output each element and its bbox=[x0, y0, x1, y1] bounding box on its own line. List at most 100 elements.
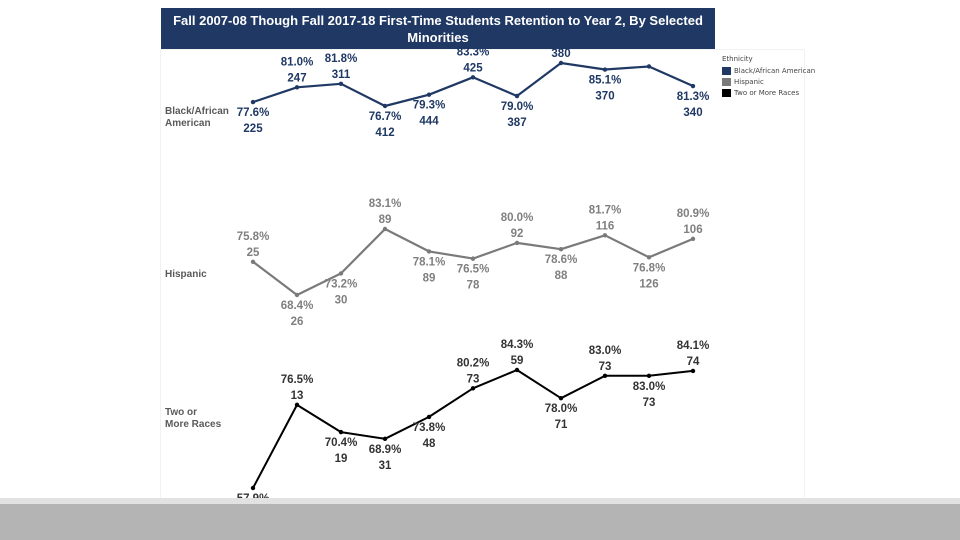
value-label-black-african-american-1: 81.0% bbox=[281, 56, 314, 68]
count-label-two-or-more-races-9: 73 bbox=[643, 397, 656, 409]
data-point-hispanic-4 bbox=[426, 249, 432, 254]
value-label-black-african-american-6: 79.0% bbox=[501, 101, 534, 113]
legend-swatch-two-or-more bbox=[722, 88, 731, 97]
value-label-two-or-more-races-8: 83.0% bbox=[589, 345, 622, 357]
value-label-black-african-american-0: 77.6% bbox=[237, 107, 270, 119]
value-label-hispanic-6: 80.0% bbox=[501, 212, 534, 224]
count-label-black-african-american-7: 380 bbox=[551, 48, 570, 60]
count-label-two-or-more-races-5: 73 bbox=[467, 373, 480, 385]
legend-label-black: Black/African American bbox=[734, 66, 816, 75]
count-label-hispanic-3: 89 bbox=[379, 214, 392, 226]
count-label-hispanic-4: 89 bbox=[423, 272, 436, 284]
data-point-black-african-american-9 bbox=[646, 64, 652, 69]
data-point-two-or-more-races-6 bbox=[514, 367, 520, 373]
data-point-two-or-more-races-4 bbox=[426, 414, 432, 420]
count-label-two-or-more-races-6: 59 bbox=[511, 355, 524, 367]
value-label-hispanic-2: 73.2% bbox=[325, 278, 358, 290]
data-point-two-or-more-races-5 bbox=[470, 386, 476, 391]
chart-area bbox=[161, 50, 804, 500]
data-point-black-african-american-0 bbox=[250, 99, 256, 105]
data-point-black-african-american-5 bbox=[470, 75, 476, 80]
data-point-two-or-more-races-1 bbox=[294, 402, 300, 408]
value-label-two-or-more-races-3: 68.9% bbox=[369, 444, 402, 456]
value-label-black-african-american-5: 83.3% bbox=[457, 46, 490, 58]
data-point-hispanic-3 bbox=[382, 226, 388, 232]
value-label-two-or-more-races-1: 76.5% bbox=[281, 374, 314, 386]
count-label-two-or-more-races-8: 73 bbox=[599, 361, 612, 373]
data-point-hispanic-8 bbox=[602, 233, 608, 238]
legend-item-two-or-more: Two or More Races bbox=[722, 87, 815, 98]
count-label-two-or-more-races-10: 74 bbox=[687, 356, 700, 368]
count-label-two-or-more-races-1: 13 bbox=[291, 390, 304, 402]
legend-title: Ethnicity bbox=[722, 55, 753, 63]
count-label-hispanic-9: 126 bbox=[639, 278, 658, 290]
value-label-black-african-american-8: 85.1% bbox=[589, 75, 622, 87]
legend-swatch-black bbox=[722, 66, 731, 75]
data-point-two-or-more-races-9 bbox=[646, 373, 652, 379]
count-label-black-african-american-10: 340 bbox=[683, 107, 702, 119]
value-label-two-or-more-races-9: 83.0% bbox=[633, 381, 666, 393]
data-point-hispanic-5 bbox=[470, 256, 476, 261]
data-point-hispanic-2 bbox=[338, 271, 344, 276]
value-label-black-african-american-10: 81.3% bbox=[677, 91, 710, 103]
footer-divider bbox=[0, 498, 960, 504]
row-label-hispanic: Hispanic bbox=[165, 269, 207, 280]
count-label-black-african-american-5: 425 bbox=[463, 62, 483, 74]
count-label-black-african-american-1: 247 bbox=[287, 72, 306, 84]
count-label-hispanic-1: 26 bbox=[291, 316, 304, 328]
chart-title-banner: Fall 2007-08 Though Fall 2017-18 First-T… bbox=[161, 8, 715, 50]
data-point-black-african-american-10 bbox=[690, 83, 696, 89]
legend-swatch-hispanic bbox=[722, 77, 731, 86]
count-label-hispanic-2: 30 bbox=[335, 294, 348, 306]
value-label-two-or-more-races-2: 70.4% bbox=[325, 437, 358, 449]
data-point-black-african-american-1 bbox=[294, 85, 300, 90]
count-label-hispanic-5: 78 bbox=[467, 280, 480, 292]
count-label-hispanic-6: 92 bbox=[511, 228, 524, 240]
value-label-two-or-more-races-7: 78.0% bbox=[545, 403, 578, 415]
value-label-hispanic-7: 78.6% bbox=[545, 254, 578, 266]
count-label-two-or-more-races-4: 48 bbox=[423, 438, 436, 450]
footer-band bbox=[0, 498, 960, 540]
value-label-hispanic-4: 78.1% bbox=[413, 256, 446, 268]
value-label-hispanic-8: 81.7% bbox=[589, 204, 622, 216]
data-point-black-african-american-4 bbox=[426, 92, 432, 97]
value-label-hispanic-9: 76.8% bbox=[633, 262, 666, 274]
value-label-two-or-more-races-5: 80.2% bbox=[457, 357, 490, 369]
value-label-hispanic-5: 76.5% bbox=[457, 264, 490, 276]
value-label-hispanic-10: 80.9% bbox=[677, 208, 710, 220]
row-label-two-or-more-races: Two or More Races bbox=[165, 407, 222, 430]
value-label-black-african-american-7: 86.6% bbox=[545, 32, 578, 44]
row-label-black-african-american: Black/African American bbox=[165, 106, 229, 129]
data-point-black-african-american-2 bbox=[338, 81, 344, 87]
data-point-hispanic-10 bbox=[690, 236, 696, 242]
count-label-black-african-american-8: 370 bbox=[595, 91, 614, 103]
value-label-two-or-more-races-10: 84.1% bbox=[677, 340, 710, 352]
value-label-hispanic-1: 68.4% bbox=[281, 300, 314, 312]
count-label-two-or-more-races-3: 31 bbox=[379, 460, 392, 472]
count-label-black-african-american-3: 412 bbox=[375, 127, 394, 139]
count-label-hispanic-7: 88 bbox=[555, 270, 568, 282]
data-point-black-african-american-6 bbox=[514, 93, 520, 99]
data-point-two-or-more-races-3 bbox=[382, 436, 388, 442]
data-point-hispanic-1 bbox=[294, 292, 300, 298]
data-point-hispanic-0 bbox=[250, 259, 256, 264]
value-label-hispanic-0: 75.8% bbox=[237, 231, 270, 243]
legend-item-hispanic: Hispanic bbox=[722, 76, 815, 87]
data-point-black-african-american-7 bbox=[558, 60, 564, 66]
count-label-hispanic-8: 116 bbox=[596, 220, 615, 232]
value-label-black-african-american-3: 76.7% bbox=[369, 111, 402, 123]
data-point-two-or-more-races-7 bbox=[558, 395, 564, 401]
value-label-hispanic-3: 83.1% bbox=[369, 198, 402, 210]
value-label-black-african-american-2: 81.8% bbox=[325, 53, 358, 65]
legend-item-black: Black/African American bbox=[722, 65, 815, 76]
data-point-two-or-more-races-0 bbox=[250, 485, 256, 491]
count-label-black-african-american-4: 444 bbox=[419, 116, 439, 128]
value-label-two-or-more-races-6: 84.3% bbox=[501, 339, 534, 351]
legend-label-two-or-more: Two or More Races bbox=[734, 88, 800, 97]
data-point-black-african-american-3 bbox=[382, 103, 388, 109]
count-label-two-or-more-races-2: 19 bbox=[335, 453, 348, 465]
count-label-two-or-more-races-7: 71 bbox=[555, 419, 568, 431]
legend: Ethnicity Black/African American Hispani… bbox=[722, 55, 815, 98]
data-point-two-or-more-races-10 bbox=[690, 368, 696, 374]
count-label-black-african-american-0: 225 bbox=[243, 123, 263, 135]
